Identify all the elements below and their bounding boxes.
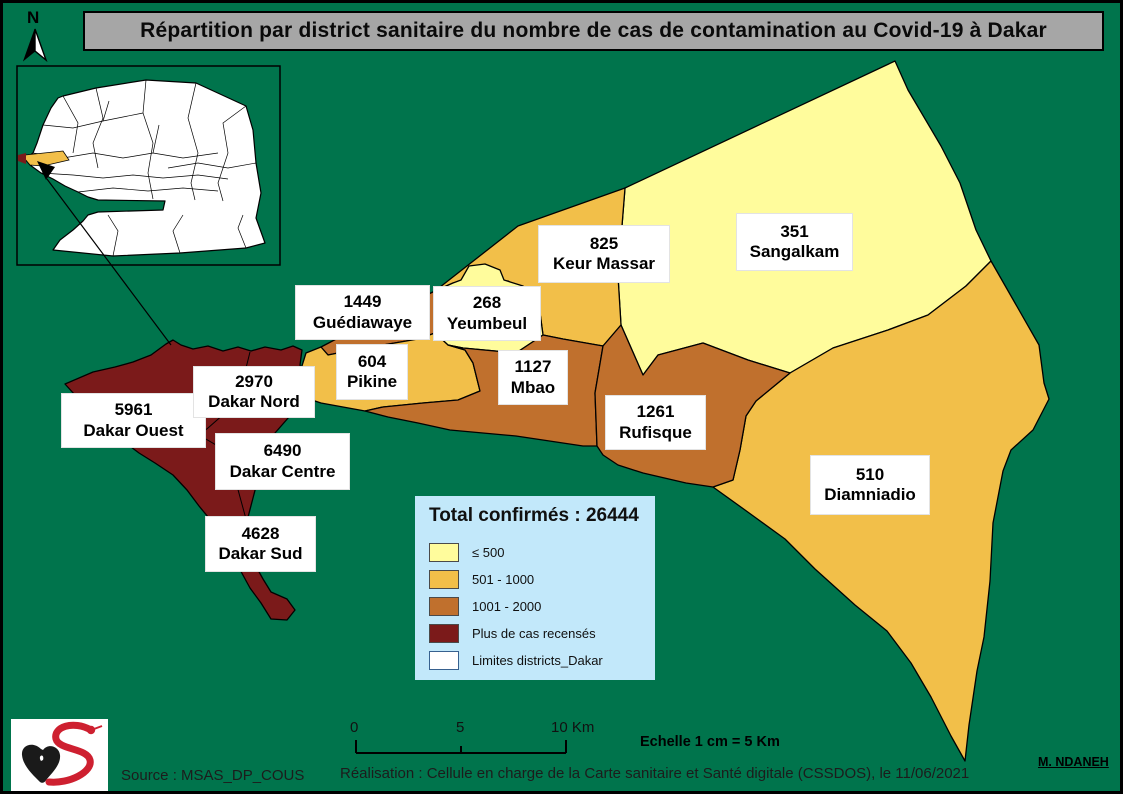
realisation-text: Réalisation : Cellule en charge de la Ca… <box>340 765 970 782</box>
district-label-dakar-nord: 2970 Dakar Nord <box>193 366 315 418</box>
map-title-bar: Répartition par district sanitaire du no… <box>83 11 1104 51</box>
district-cases: 1127 <box>514 357 552 377</box>
scalebar-tick-5: 5 <box>456 719 465 736</box>
district-label-dakar-ouest: 5961 Dakar Ouest <box>61 393 206 448</box>
legend-row: Plus de cas recensés <box>429 620 645 647</box>
district-cases: 268 <box>472 293 502 313</box>
district-cases: 351 <box>780 221 809 241</box>
district-name: Dakar Sud <box>218 544 303 563</box>
legend-title: Total confirmés : 26444 <box>429 505 639 526</box>
district-label-mbao: 1127 Mbao <box>498 350 568 405</box>
inset-leader-arrowhead <box>37 161 55 180</box>
district-label-guediawaye: 1449 Guédiawaye <box>295 285 430 340</box>
district-cases: 825 <box>589 233 619 253</box>
district-name: Guédiawaye <box>312 312 413 332</box>
district-label-rufisque: 1261 Rufisque <box>605 395 706 450</box>
district-name: Dakar Ouest <box>83 420 184 440</box>
scalebar-tick-0: 0 <box>350 719 359 736</box>
inset-dakar-dot <box>18 153 26 164</box>
legend-label: Plus de cas recensés <box>472 626 596 641</box>
legend-row: 1001 - 2000 <box>429 593 645 620</box>
district-name: Mbao <box>510 377 556 397</box>
source-text: Source : MSAS_DP_COUS <box>121 767 305 784</box>
district-name: Yeumbeul <box>446 313 528 333</box>
legend-row: 501 - 1000 <box>429 566 645 593</box>
legend-row: Limites districts_Dakar <box>429 647 645 674</box>
legend-label: 501 - 1000 <box>472 572 535 587</box>
legend-swatch-le500 <box>429 543 459 562</box>
north-label: N <box>27 8 40 27</box>
district-name: Keur Massar <box>552 254 656 273</box>
legend-row: ≤ 500 <box>429 539 645 566</box>
district-cases: 1261 <box>636 402 675 422</box>
district-cases: 5961 <box>114 400 153 420</box>
inset-frame <box>16 65 281 266</box>
legend-swatch-most-cases <box>429 624 459 643</box>
inset-district-lines <box>32 79 257 257</box>
district-label-diamniadio: 510 Diamniadio <box>810 455 930 515</box>
legend-label: Limites districts_Dakar <box>472 653 603 668</box>
district-label-sangalkam: 351 Sangalkam <box>736 213 853 271</box>
district-cases: 510 <box>855 464 885 484</box>
district-label-keur-massar: 825 Keur Massar <box>538 225 670 283</box>
legend-swatch-1001-2000 <box>429 597 459 616</box>
district-name: Dakar Centre <box>229 461 336 481</box>
legend-swatch-501-1000 <box>429 570 459 589</box>
legend-label: 1001 - 2000 <box>472 599 542 614</box>
district-label-dakar-centre: 6490 Dakar Centre <box>215 433 350 490</box>
district-cases: 6490 <box>263 441 302 461</box>
legend-panel: Total confirmés : 26444 ≤ 500 501 - 1000… <box>415 496 655 680</box>
district-cases: 4628 <box>241 523 280 543</box>
district-name: Diamniadio <box>824 485 916 504</box>
author-text: M. NDANEH <box>1038 755 1109 769</box>
inset-leader-line <box>46 178 172 346</box>
map-title: Répartition par district sanitaire du no… <box>140 19 1047 42</box>
district-cases: 604 <box>357 351 387 371</box>
legend-swatch-district-limits <box>429 651 459 670</box>
district-name: Sangalkam <box>749 242 840 261</box>
legend-label: ≤ 500 <box>472 545 505 560</box>
scale-note: Echelle 1 cm = 5 Km <box>640 734 780 750</box>
district-name: Pikine <box>346 372 398 391</box>
north-arrow-icon <box>22 28 48 63</box>
district-label-dakar-sud: 4628 Dakar Sud <box>205 516 316 572</box>
scalebar-tick-10: 10 Km <box>551 719 595 736</box>
scalebar-graphic <box>355 740 567 754</box>
district-label-yeumbeul: 268 Yeumbeul <box>433 286 541 341</box>
district-name: Rufisque <box>619 422 692 442</box>
district-cases: 2970 <box>235 371 273 391</box>
district-name: Dakar Nord <box>208 392 300 411</box>
msas-logo <box>11 719 108 791</box>
district-label-pikine: 604 Pikine <box>336 344 408 400</box>
district-cases: 1449 <box>343 292 382 312</box>
